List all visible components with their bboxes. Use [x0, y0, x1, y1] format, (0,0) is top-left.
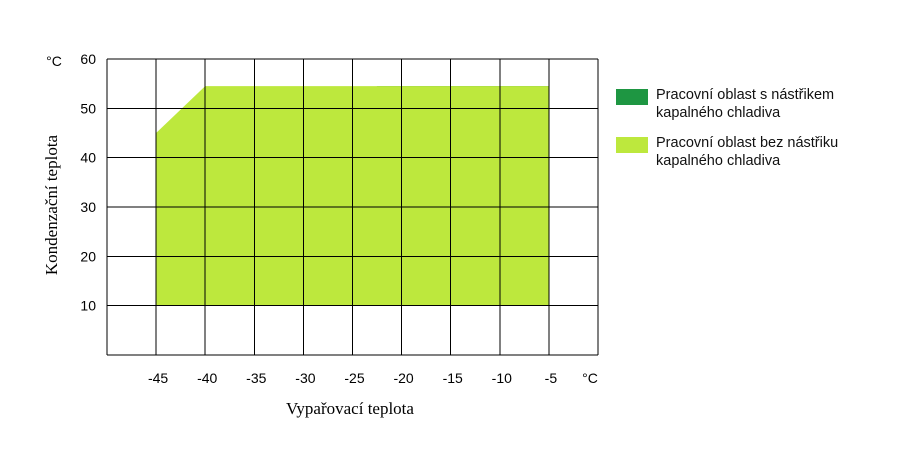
legend-swatch-without-injection: [616, 137, 648, 153]
x-tick-label: -40: [197, 370, 217, 386]
y-unit-label: °C: [46, 53, 62, 69]
legend-swatch-with-injection: [616, 89, 648, 105]
x-tick-label: -5: [545, 370, 558, 386]
legend-item: Pracovní oblast s nástřikem kapalného ch…: [616, 86, 886, 122]
x-tick-label: -10: [492, 370, 512, 386]
y-tick-label: 10: [80, 298, 96, 314]
y-tick-layer: 10 20 30 40 50 60: [80, 51, 96, 314]
y-tick-label: 50: [80, 100, 96, 116]
y-tick-label: 60: [80, 51, 96, 67]
x-tick-layer: -45 -40 -35 -30 -25 -20 -15 -10 -5: [148, 370, 557, 386]
y-tick-label: 40: [80, 150, 96, 166]
y-tick-label: 20: [80, 248, 96, 264]
x-tick-label: -45: [148, 370, 168, 386]
legend-label-with-injection: Pracovní oblast s nástřikem kapalného ch…: [656, 87, 835, 121]
y-tick-label: 30: [80, 199, 96, 215]
legend-item: Pracovní oblast bez nástřiku kapalného c…: [616, 134, 886, 170]
x-tick-label: -20: [393, 370, 413, 386]
x-tick-label: -35: [246, 370, 266, 386]
x-tick-label: -25: [344, 370, 364, 386]
legend-label-without-injection: Pracovní oblast bez nástřiku kapalného c…: [656, 135, 839, 169]
legend: Pracovní oblast s nástřikem kapalného ch…: [616, 86, 886, 182]
grid-layer: [106, 58, 599, 356]
x-tick-label: -15: [443, 370, 463, 386]
x-unit-label: °C: [582, 370, 598, 386]
y-axis-title: Kondenzační teplota: [42, 134, 61, 275]
x-tick-label: -30: [295, 370, 315, 386]
x-axis-title: Vypařovací teplota: [286, 399, 414, 418]
